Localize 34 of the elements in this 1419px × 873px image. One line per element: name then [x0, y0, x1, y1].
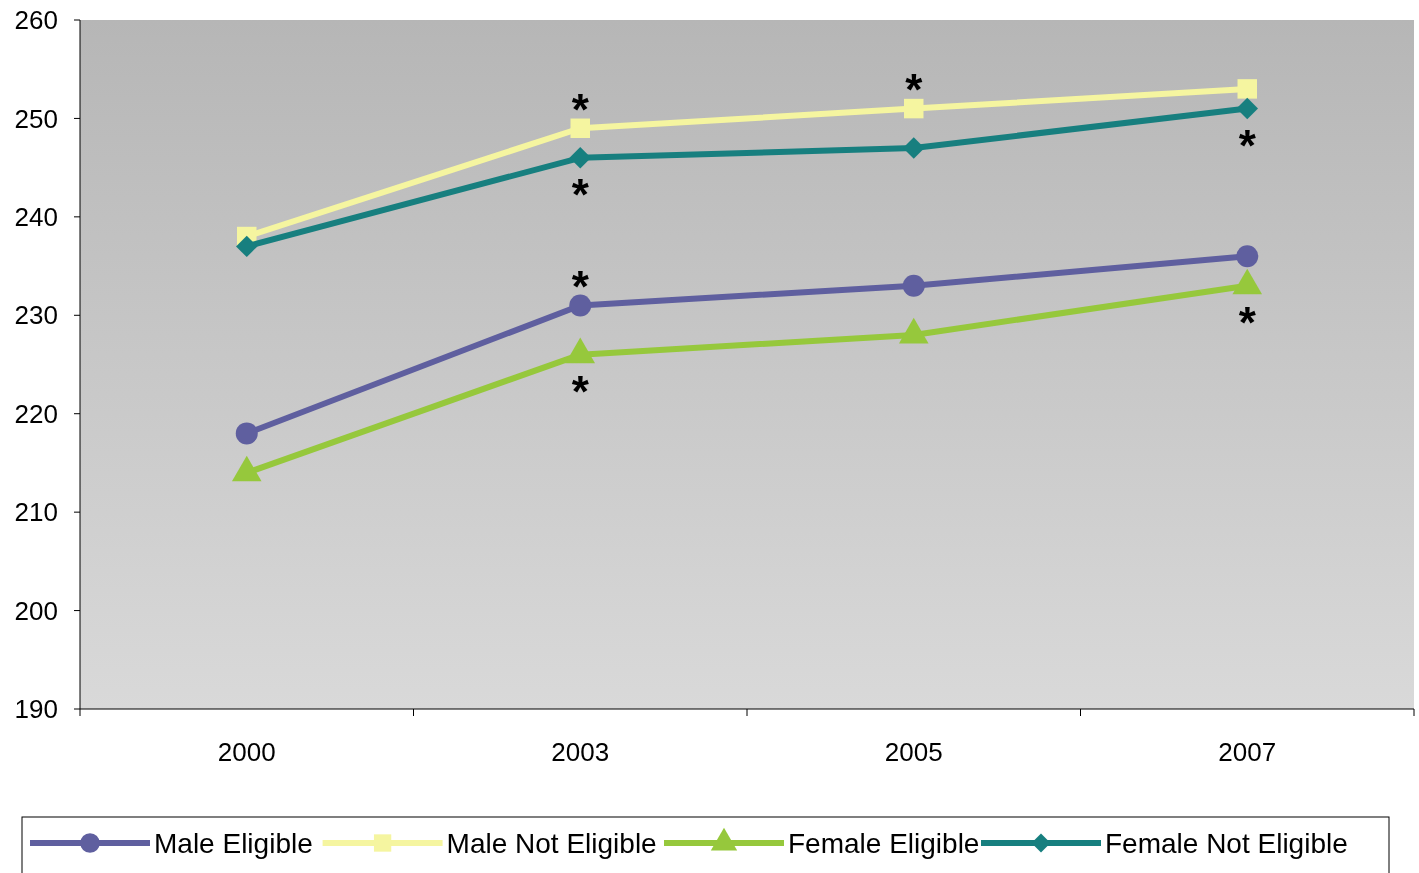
point: [236, 235, 258, 258]
legend-label: Male Not Eligible: [446, 827, 657, 859]
point: [235, 422, 258, 445]
x-tick-label: 2005: [884, 737, 943, 767]
point: [1236, 245, 1259, 268]
y-tick-label: 250: [14, 103, 58, 134]
annotation: *: [571, 367, 590, 417]
annotation: *: [571, 84, 590, 134]
point: [1237, 79, 1257, 99]
y-tick-label: 260: [14, 5, 58, 36]
point: [903, 137, 925, 159]
annotation: *: [571, 170, 590, 220]
y-tick-label: 210: [14, 497, 58, 528]
point: [904, 98, 924, 119]
annotation: *: [1238, 121, 1257, 171]
x-tick-label: 2007: [1218, 737, 1277, 767]
legend-label: Female Not Eligible: [1105, 827, 1348, 859]
annotation: *: [905, 65, 924, 115]
y-tick-label: 200: [14, 595, 58, 626]
y-tick-label: 230: [14, 300, 58, 331]
point: [1236, 97, 1258, 120]
x-tick-label: 2003: [551, 737, 610, 767]
point: [902, 274, 925, 297]
point: [569, 294, 592, 317]
y-tick-label: 220: [14, 398, 58, 429]
legend-label: Male Eligible: [154, 827, 313, 859]
y-tick-label: 190: [14, 694, 58, 725]
annotation: *: [571, 262, 590, 312]
point: [570, 118, 590, 139]
legend-label: Female Eligible: [788, 827, 980, 859]
x-tick-label: 2000: [217, 737, 276, 767]
y-tick-label: 240: [14, 201, 58, 232]
point: [569, 147, 591, 169]
annotation: *: [1238, 298, 1257, 348]
